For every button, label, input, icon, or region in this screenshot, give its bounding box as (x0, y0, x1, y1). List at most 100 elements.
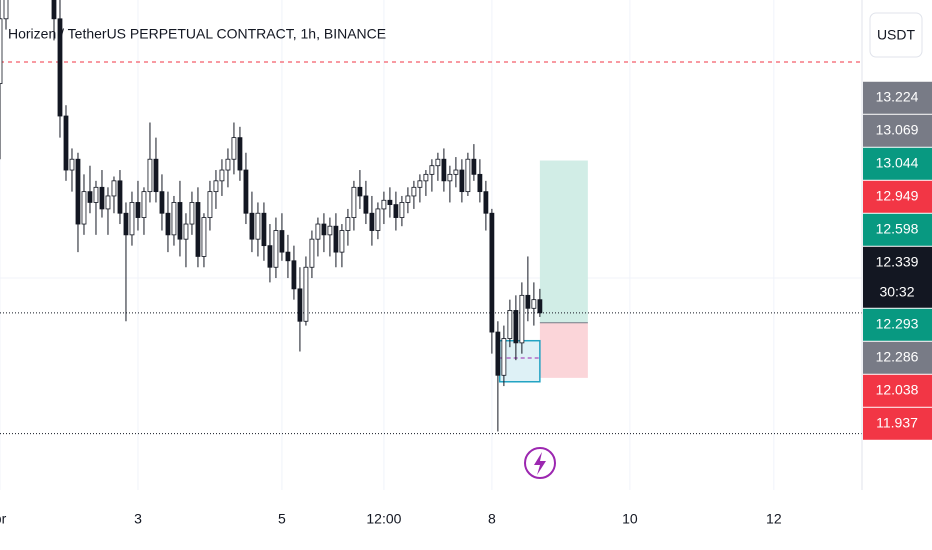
candle-body (381, 199, 387, 210)
candle-body (399, 202, 405, 218)
candle-body (483, 191, 489, 214)
x-tick-label: pr (0, 511, 7, 527)
candle-body (519, 294, 525, 344)
candle-body (165, 212, 171, 236)
candle-body (321, 223, 327, 236)
candle-body (435, 158, 441, 167)
countdown-label: 30:32 (879, 283, 914, 299)
price-tag (863, 213, 932, 246)
x-tick-label: 12 (766, 511, 782, 527)
candle-body (51, 0, 57, 20)
price-tag-label: 12.949 (876, 187, 919, 203)
price-tag (863, 407, 932, 440)
candle-body (117, 180, 123, 214)
candle-body (495, 331, 501, 376)
candle-body (429, 165, 435, 175)
candle-body (327, 225, 333, 236)
candle-body (249, 212, 255, 240)
x-tick-label: 10 (622, 511, 638, 527)
candle-body (57, 18, 63, 117)
candle-body (369, 212, 375, 231)
candle-body (363, 195, 369, 214)
candle-body (153, 158, 159, 193)
candle-body (225, 158, 231, 171)
candle-body (417, 180, 423, 188)
price-tag-label: 12.286 (876, 348, 919, 364)
candle-body (243, 169, 249, 214)
candle-body (297, 288, 303, 322)
candle-body (0, 18, 3, 85)
price-tag-label: 12.293 (876, 315, 919, 331)
price-tag-label: 13.044 (876, 154, 919, 170)
candle-body (237, 137, 243, 171)
candle-body (207, 191, 213, 218)
candle-body (501, 338, 507, 376)
candle-body (333, 225, 339, 253)
zone-box (498, 339, 541, 383)
candle-body (171, 202, 177, 236)
candle-body (123, 212, 129, 236)
candle-body (213, 180, 219, 193)
candle-body (375, 208, 381, 231)
candle-body (309, 238, 315, 268)
candle-body (387, 199, 393, 205)
candle-body (405, 195, 411, 203)
candle-body (507, 310, 513, 339)
price-tag (863, 308, 932, 341)
candle-body (75, 158, 81, 225)
price-tag-label: 12.339 (876, 253, 919, 269)
grid (0, 0, 862, 490)
candle-body (447, 173, 453, 182)
price-tag-label: 11.937 (876, 414, 918, 430)
price-tag (863, 180, 932, 213)
candle-body (279, 230, 285, 253)
candle-body (195, 202, 201, 257)
price-tag-label: 13.069 (876, 121, 919, 137)
candle-body (255, 212, 261, 240)
candle-body (453, 169, 459, 175)
x-tick-label: 8 (488, 511, 496, 527)
currency-label[interactable]: USDT (877, 27, 916, 43)
candle-body (129, 202, 135, 236)
candle-body (93, 186, 99, 203)
candle-body (393, 204, 399, 218)
x-tick-label: 3 (134, 511, 142, 527)
candle-body (87, 191, 93, 203)
candle-body (267, 245, 273, 268)
candle-body (99, 186, 105, 210)
candle-body (411, 186, 417, 197)
candle-body (219, 169, 225, 182)
candle-body (81, 191, 87, 225)
plot-area (0, 0, 862, 435)
price-tag-label: 12.038 (876, 381, 919, 397)
candle-body (285, 251, 291, 262)
price-tag (863, 81, 932, 114)
candle-body (351, 186, 357, 218)
candle-body (291, 260, 297, 290)
candle-body (537, 299, 543, 314)
x-tick-label: 5 (278, 511, 286, 527)
currency-button[interactable] (869, 12, 923, 58)
candle-body (111, 180, 117, 197)
price-tag-label: 12.598 (876, 220, 919, 236)
candle-body (147, 158, 153, 193)
candle-body (423, 173, 429, 182)
price-tag-label: 13.224 (876, 88, 919, 104)
candle-body (303, 266, 309, 322)
candle-body (159, 191, 165, 214)
candle-body (189, 202, 195, 225)
candle-body (339, 230, 345, 253)
candle-body (531, 299, 537, 309)
candle-body (513, 310, 519, 344)
position-loss (539, 322, 588, 378)
candle-body (183, 223, 189, 240)
price-tag (863, 147, 932, 180)
chart-title: Horizen / TetherUS PERPETUAL CONTRACT, 1… (8, 26, 386, 42)
candle-body (141, 191, 147, 218)
price-tag (863, 374, 932, 407)
candle-body (441, 158, 447, 182)
candle-body (465, 158, 471, 193)
candle-body (63, 115, 69, 171)
